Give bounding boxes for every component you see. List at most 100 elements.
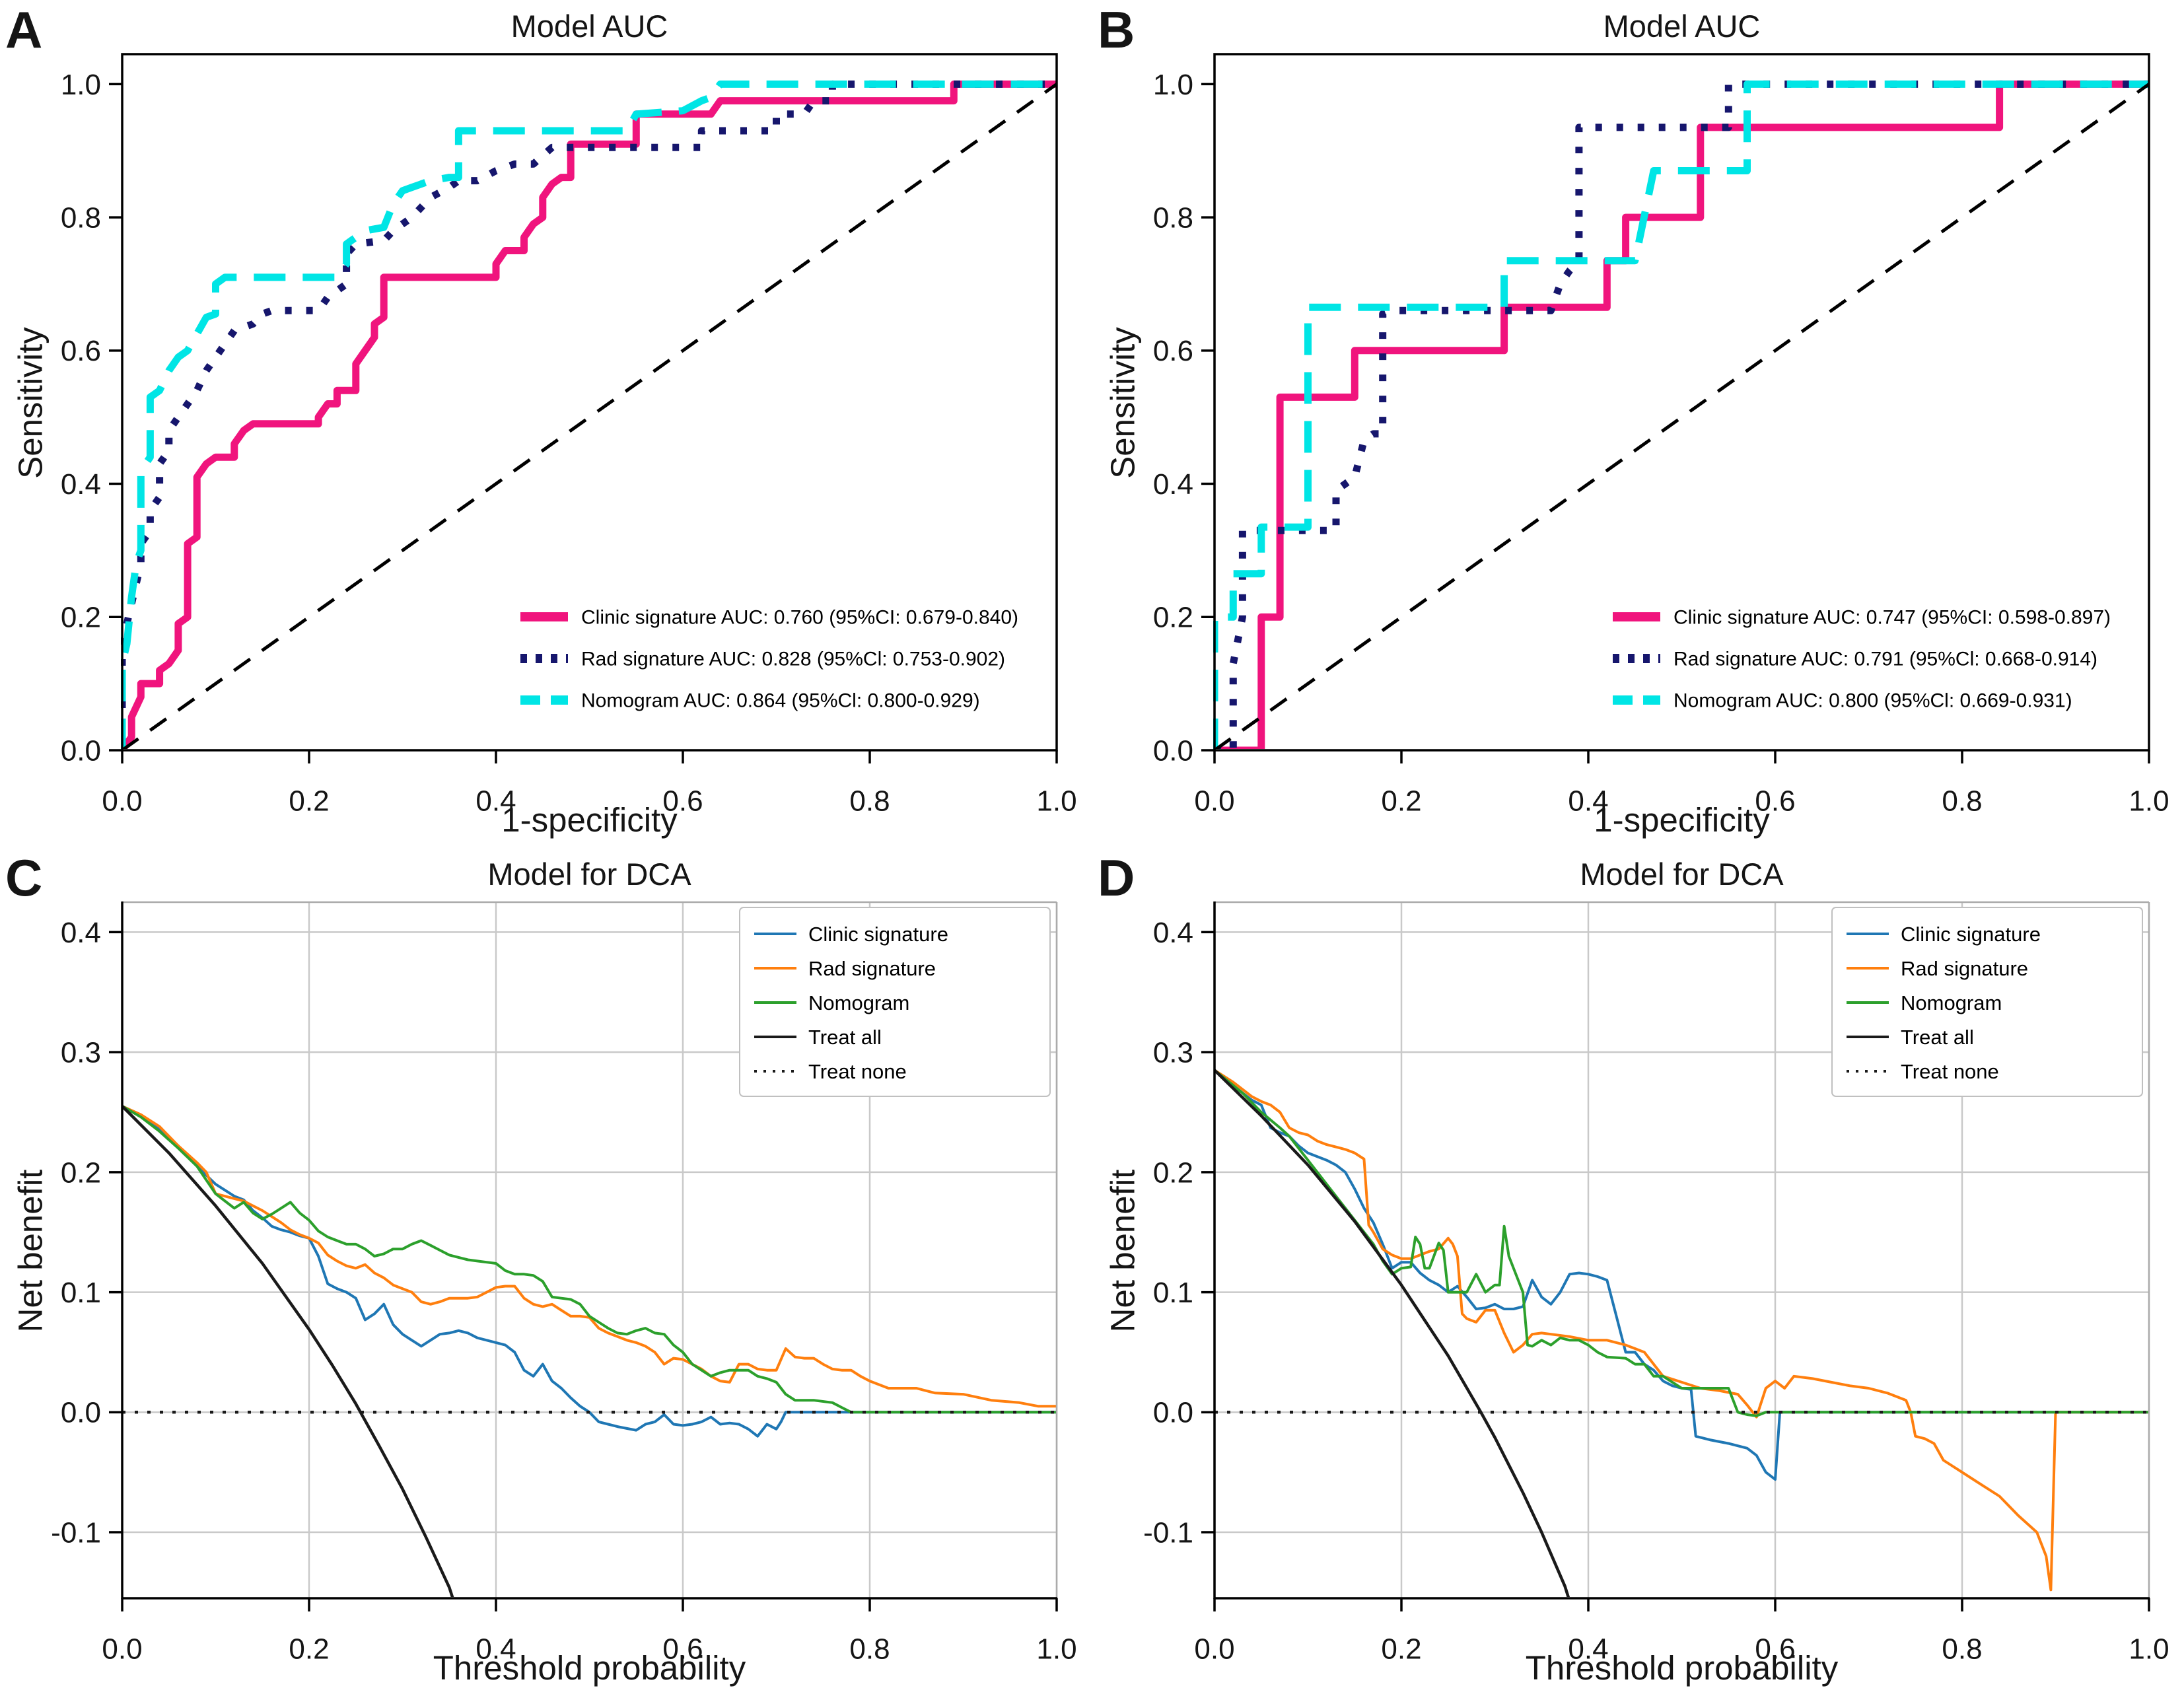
y-tick-label: 1.0 (61, 69, 101, 101)
y-tick-label: 0.0 (1153, 734, 1193, 767)
x-tick-label: 0.6 (1755, 1633, 1795, 1666)
x-tick-label: 1.0 (2129, 785, 2169, 818)
legend-box (1831, 907, 2143, 1097)
y-tick-label: 0.8 (1153, 202, 1193, 234)
legend-label-treat-all: Treat all (808, 1026, 882, 1049)
x-tick-label: 0.6 (1755, 785, 1795, 818)
x-axis-label: 1-specificity (1594, 801, 1770, 839)
series-nomogram (1213, 1069, 2149, 1417)
y-tick-label: 0.2 (61, 1156, 101, 1189)
y-tick-label: 0.1 (61, 1277, 101, 1309)
panel-title: Model for DCA (1580, 857, 1784, 892)
y-tick-label: 0.0 (61, 1397, 101, 1429)
roc-plot-training: 0.0 0.2 0.4 0.6 0.8 1.0 0.0 0.2 0.4 0.6 0.8 1.0 Clin… (61, 53, 1077, 818)
series-treat-all (1213, 1069, 1570, 1597)
panel-c-dca-training: C Model for DCA Net benefit Threshold pr… (0, 848, 1092, 1696)
legend-label-nomogram: Nomogram (1901, 991, 2002, 1014)
x-tick-label: 0.8 (1942, 1633, 1982, 1666)
panel-a-roc-training: A Model AUC Sensitivity 1-specificity 0.… (0, 0, 1092, 848)
y-tick-label: 0.3 (1153, 1037, 1193, 1069)
x-tick-label: 1.0 (1036, 1633, 1076, 1666)
y-tick-label: 0.4 (61, 917, 101, 949)
y-tick-label: -0.1 (51, 1516, 101, 1549)
series-clinic (1213, 1069, 2149, 1481)
series-rad (121, 80, 1057, 749)
panel-d-dca-validation: D Model for DCA Net benefit Threshold pr… (1092, 848, 2184, 1696)
y-tick-label: 0.0 (61, 734, 101, 767)
legend-label-rad: Rad signature (1901, 957, 2028, 980)
x-tick-label: 0.0 (1194, 785, 1234, 818)
x-axis-label: 1-specificity (501, 801, 678, 839)
series-rad (1213, 1069, 2149, 1592)
panel-letter: C (5, 849, 43, 907)
panel-letter: B (1098, 1, 1135, 59)
panel-title: Model AUC (511, 9, 668, 44)
y-tick-label: 0.6 (1153, 335, 1193, 367)
y-tick-label: 0.0 (1153, 1397, 1193, 1429)
y-tick-label: 0.4 (1153, 917, 1193, 949)
y-tick-label: 0.1 (1153, 1277, 1193, 1309)
y-tick-label: 0.2 (1153, 1156, 1193, 1189)
y-tick-label: 0.2 (61, 602, 101, 634)
legend-label-clinic: Clinic signature AUC: 0.760 (95%CI: 0.67… (581, 607, 1018, 629)
y-tick-label: -0.1 (1143, 1516, 1193, 1549)
x-tick-label: 1.0 (2129, 1633, 2169, 1666)
panel-letter: D (1098, 849, 1135, 907)
panel-title: Model for DCA (487, 857, 691, 892)
legend-label-rad: Rad signature (808, 957, 936, 980)
x-tick-label: 1.0 (1036, 785, 1076, 818)
series-reference (1213, 83, 2150, 749)
y-tick-label: 0.4 (61, 468, 101, 501)
axes-box (1213, 53, 2150, 752)
y-tick-label: 0.6 (61, 335, 101, 367)
x-tick-label: 0.2 (1381, 785, 1421, 818)
legend-label-nomogram: Nomogram AUC: 0.864 (95%Cl: 0.800-0.929) (581, 690, 980, 712)
dca-plot-validation: 0.0 0.2 0.4 0.6 0.8 1.0 -0.1 0.0 0.1 0.2 0.3 0.4 Cli… (1143, 901, 2169, 1666)
legend-label-rad: Rad signature AUC: 0.828 (95%Cl: 0.753-0… (581, 649, 1005, 670)
x-tick-label: 0.0 (102, 785, 142, 818)
y-axis-label: Sensitivity (1104, 327, 1142, 479)
x-tick-label: 0.0 (1194, 1633, 1234, 1666)
x-tick-label: 0.8 (849, 785, 890, 818)
legend-label-nomogram: Nomogram (808, 991, 909, 1014)
y-axis-label: Net benefit (11, 1169, 50, 1333)
x-tick-label: 0.8 (849, 1633, 890, 1666)
roc-plot-validation: 0.0 0.2 0.4 0.6 0.8 1.0 0.0 0.2 0.4 0.6 0.8 1.0 Clin… (1153, 53, 2169, 818)
legend-box (739, 907, 1051, 1097)
series-nomogram (121, 1105, 1057, 1414)
legend-label-treat-none: Treat none (808, 1060, 907, 1083)
legend-label-treat-all: Treat all (1901, 1026, 1974, 1049)
panel-letter: A (5, 1, 43, 59)
panel-title: Model AUC (1603, 9, 1761, 44)
y-axis-label: Net benefit (1104, 1169, 1142, 1333)
x-tick-label: 0.4 (1568, 1633, 1608, 1666)
x-tick-label: 0.4 (1568, 785, 1608, 818)
x-tick-label: 0.8 (1942, 785, 1982, 818)
legend-label-nomogram: Nomogram AUC: 0.800 (95%Cl: 0.669-0.931) (1673, 690, 2072, 712)
series-clinic (121, 80, 1057, 749)
legend-label-treat-none: Treat none (1901, 1060, 1999, 1083)
axes-box (121, 53, 1058, 752)
y-tick-label: 0.8 (61, 202, 101, 234)
y-tick-label: 0.4 (1153, 468, 1193, 501)
legend-label-clinic: Clinic signature AUC: 0.747 (95%CI: 0.59… (1673, 607, 2111, 629)
dca-plot-training: 0.0 0.2 0.4 0.6 0.8 1.0 -0.1 0.0 0.1 0.2 0.3 0.4 Cli… (51, 901, 1077, 1666)
x-tick-label: 0.4 (476, 1633, 516, 1666)
series-clinic (122, 1105, 1057, 1438)
legend-label-rad: Rad signature AUC: 0.791 (95%Cl: 0.668-0… (1673, 649, 2097, 670)
y-tick-label: 0.3 (61, 1037, 101, 1069)
series-nomogram (1213, 80, 2149, 749)
x-axis-label: Threshold probability (433, 1649, 746, 1687)
series-rad (122, 1105, 1057, 1408)
panel-b-roc-validation: B Model AUC Sensitivity 1-specificity 0.… (1092, 0, 2184, 848)
y-axis-label: Sensitivity (11, 327, 50, 479)
x-tick-label: 0.6 (662, 785, 703, 818)
x-axis-label: Threshold probability (1525, 1649, 1839, 1687)
x-tick-label: 0.2 (289, 785, 329, 818)
x-tick-label: 0.6 (662, 1633, 703, 1666)
x-tick-label: 0.2 (1381, 1633, 1421, 1666)
y-tick-label: 1.0 (1153, 69, 1193, 101)
x-tick-label: 0.4 (476, 785, 516, 818)
y-tick-label: 0.2 (1153, 602, 1193, 634)
